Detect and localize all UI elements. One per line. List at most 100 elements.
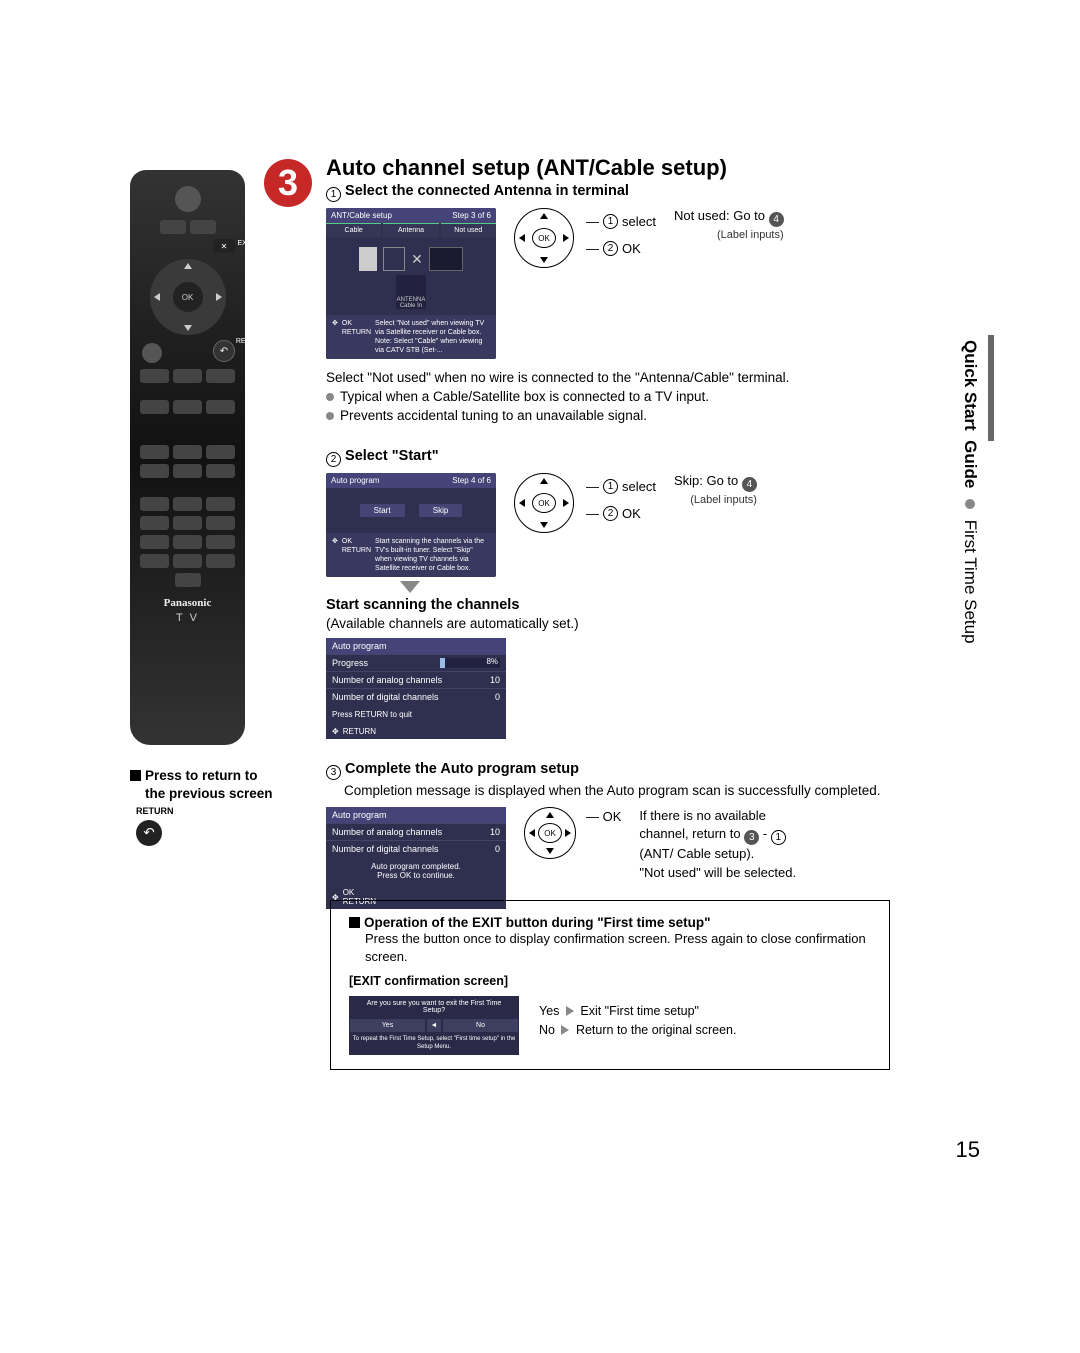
osd3-digital-val: 0 [495, 692, 500, 702]
ok-button: OK [173, 282, 203, 312]
s4-right2b: - [763, 826, 771, 841]
osd1-step: Step 3 of 6 [452, 211, 491, 220]
goto-4b: 4 [742, 477, 757, 492]
osd4-digital-val: 0 [495, 844, 500, 854]
exit-yes: Yes [539, 1004, 559, 1018]
sidebar-dot-icon [965, 499, 975, 509]
nav-labels-2: — 1select — 2OK [586, 479, 656, 533]
exit-osd-q: Are you sure you want to exit the First … [349, 996, 519, 1018]
nav-diagram-1: OK [514, 208, 580, 274]
sidebar-band [988, 335, 994, 441]
tv-label: T V [140, 612, 235, 624]
osd1-footer-text: Select "Not used" when viewing TV via Sa… [375, 319, 490, 355]
osd1-title: ANT/Cable setup [331, 211, 392, 220]
no-channel-note: If there is no available channel, return… [639, 807, 796, 882]
tab-antenna: Antenna [383, 223, 438, 237]
osd1-ok: OK [342, 320, 352, 327]
exit-no-line: Return to the original screen. [576, 1023, 737, 1037]
osd4-title: Auto program [326, 807, 506, 823]
start-btn: Start [360, 504, 405, 517]
osd-exit-confirm: Are you sure you want to exit the First … [349, 996, 519, 1055]
remote-small-circle [142, 343, 162, 363]
exit-yn-text: Yes Exit "First time setup" No Return to… [539, 992, 736, 1040]
osd3-progress-label: Progress [332, 658, 368, 668]
exit-label: EXIT [237, 240, 253, 247]
skip-text: Skip: Go to [674, 473, 738, 488]
label-inputs-1: (Label inputs) [674, 229, 784, 241]
exit-osd-footer: To repeat the First Time Setup, select "… [349, 1033, 519, 1055]
osd2-footer-text: Start scanning the channels via the TV's… [375, 537, 490, 573]
osd2-title: Auto program [331, 476, 379, 485]
page-number: 15 [956, 1137, 980, 1163]
select-glyph-icon-2: ✥ [332, 537, 338, 573]
circ-2: 2 [326, 452, 341, 467]
nav-diagram-3: OK [524, 807, 580, 863]
osd3-analog-label: Number of analog channels [332, 675, 442, 685]
exit-button-icon: ✕ [213, 239, 235, 253]
exit-conf-heading: [EXIT confirmation screen] [349, 974, 871, 988]
osd4-analog-label: Number of analog channels [332, 827, 442, 837]
goto-3: 3 [744, 830, 759, 845]
notused-note: Not used: Go to 4 (Label inputs) [674, 208, 784, 241]
s3-sub: (Available channels are automatically se… [326, 615, 910, 634]
sidebar-guide: Guide [961, 440, 980, 488]
s4-right4: "Not used" will be selected. [639, 864, 796, 882]
select-glyph-icon: ✥ [332, 319, 338, 355]
sidebar-first-time: First Time Setup [961, 520, 980, 644]
tab-cable: Cable [326, 223, 381, 237]
circ-3: 3 [326, 765, 341, 780]
osd1-return: RETURN [342, 329, 371, 336]
exit-yes-line: Exit "First time setup" [580, 1004, 699, 1018]
exit-osd-yes: Yes [349, 1018, 426, 1033]
page-title: Auto channel setup (ANT/Cable setup) [326, 155, 910, 181]
nav2-select: select [622, 479, 656, 494]
osd2-step: Step 4 of 6 [452, 476, 491, 485]
return-icon: ↶ [136, 820, 162, 846]
nav1-select: select [622, 214, 656, 229]
s3-heading: Start scanning the channels [326, 597, 519, 613]
exit-no: No [539, 1023, 555, 1037]
main-content: 3 Auto channel setup (ANT/Cable setup) 1… [290, 155, 910, 909]
label-inputs-2: (Label inputs) [674, 494, 757, 506]
s4-right1: If there is no available [639, 807, 796, 825]
s1-desc: Select "Not used" when no wire is connec… [326, 369, 910, 388]
osd4-analog-val: 10 [490, 827, 500, 837]
return-small-label: RETURN [136, 806, 280, 818]
osd-complete: Auto program Number of analog channels 10… [326, 807, 506, 909]
skip-btn: Skip [419, 504, 463, 517]
exit-text: Press the button once to display confirm… [365, 930, 871, 966]
nav2-c2: 2 [603, 506, 618, 521]
nav-ok-1: OK [532, 228, 556, 248]
osd3-digital-label: Number of digital channels [332, 692, 439, 702]
osd4-m1: Auto program completed. [332, 862, 500, 871]
osd-progress: Auto program Progress 8% Number of analo… [326, 638, 506, 739]
nav2-c1: 1 [603, 479, 618, 494]
s4-desc: Completion message is displayed when the… [344, 782, 910, 801]
s4-right2a: channel, return to [639, 826, 744, 841]
osd-auto-program-start: Auto programStep 4 of 6 Start Skip ✥ OKR… [326, 473, 496, 577]
nav1-c1: 1 [603, 214, 618, 229]
goto-1: 1 [771, 830, 786, 845]
exit-osd-no: No [442, 1018, 519, 1033]
skip-note: Skip: Go to 4 (Label inputs) [674, 473, 757, 506]
osd2-ok: OK [342, 538, 352, 545]
return-label: RETURN [236, 338, 265, 345]
s1-b1: Typical when a Cable/Satellite box is co… [340, 388, 709, 407]
nav-ok-2: OK [532, 493, 556, 513]
osd3-title: Auto program [326, 638, 506, 654]
notused-x-icon: ✕ [411, 251, 423, 268]
s2-heading: Select "Start" [345, 448, 439, 464]
osd-ant-cable: ANT/Cable setup Step 3 of 6 Cable Antenna… [326, 208, 496, 359]
exit-heading: Operation of the EXIT button during "Fir… [364, 915, 711, 930]
arrow-right-icon-2 [561, 1025, 569, 1035]
remote-column: ✕ EXIT OK RETURN ↶ [130, 170, 280, 846]
down-arrow-icon [400, 581, 420, 593]
tv-icon [429, 247, 463, 271]
tab-notused: Not used [441, 223, 496, 237]
osd3-return: RETURN [343, 727, 376, 736]
nav2-ok: OK [622, 506, 641, 521]
osd4-ok: OK [343, 888, 355, 897]
osd4-digital-label: Number of digital channels [332, 844, 439, 854]
nav1-ok: OK [622, 241, 641, 256]
osd3-progress-val: 8% [486, 657, 498, 666]
